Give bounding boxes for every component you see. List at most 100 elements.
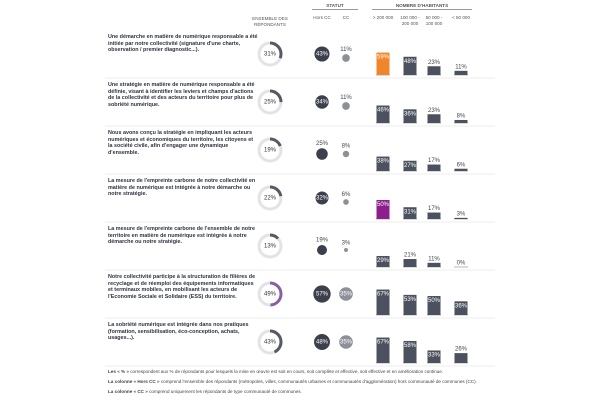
band-header: 100 000 - 200 000 — [400, 15, 420, 26]
bar — [376, 105, 390, 123]
row-label: Une stratégie en matière de numérique re… — [108, 82, 255, 108]
ring-label: 25% — [264, 100, 277, 106]
statut-label: 35% — [340, 340, 353, 346]
statut-circle — [342, 102, 350, 110]
statut-circle — [314, 46, 330, 62]
footnote: Les « % » correspondent aux % de réponda… — [108, 369, 508, 375]
bar-label: 36% — [455, 303, 468, 309]
footnote-text: comprend l'ensemble des répondants (métr… — [159, 379, 477, 384]
row-label: La mesure de l'empreinte carbone de l'en… — [108, 226, 255, 246]
bar — [376, 255, 390, 267]
bar — [403, 207, 417, 219]
bar — [427, 212, 441, 219]
bar-label: 17% — [428, 158, 441, 164]
band-header: 50 000 - 100 000 — [425, 15, 443, 26]
statut-header: STATUT — [312, 3, 358, 10]
statut-circle — [315, 191, 329, 205]
bar-label: 0% — [457, 261, 466, 267]
bar-label: 53% — [404, 297, 417, 303]
ring-label: 31% — [264, 52, 277, 58]
ring-arc — [257, 41, 283, 67]
row-label: Une démarche en matière de numérique res… — [108, 34, 258, 54]
bar — [427, 262, 441, 267]
ring-arc — [257, 233, 283, 259]
bar-label: 58% — [404, 343, 417, 349]
statut-circle — [339, 287, 353, 301]
footnote: La colonne « Hors CC » comprend l'ensemb… — [108, 379, 508, 385]
statut-label: 11% — [340, 95, 352, 101]
statut-label: 25% — [316, 141, 329, 147]
row-label: Notre collectivité participe à la struct… — [108, 274, 256, 300]
bar — [427, 66, 441, 75]
footnote-lead: La colonne « Hors CC » — [108, 379, 160, 384]
bar — [427, 114, 441, 123]
ring-arc — [257, 281, 283, 307]
bar — [454, 70, 468, 75]
ring-label: 49% — [264, 292, 277, 298]
ring-label: 13% — [264, 244, 277, 250]
footnote: La colonne « CC » comprend uniquement le… — [108, 389, 508, 395]
statut-circle — [339, 335, 353, 349]
statut-label: 34% — [316, 100, 329, 106]
bar-label: 46% — [377, 108, 390, 114]
ring-label: 19% — [264, 148, 277, 154]
ensemble-header: ENSEMBLE DES RÉPONDANTS — [252, 16, 288, 27]
statut-label: 8% — [342, 143, 351, 149]
ring-arc — [257, 89, 283, 115]
footnote-text: comprend uniquement les répondants de ty… — [147, 389, 302, 394]
statut-circle — [313, 285, 331, 303]
bar-label: 50% — [377, 202, 390, 208]
bar-label: 48% — [404, 59, 417, 65]
bar — [427, 296, 441, 315]
statut-label: 43% — [316, 52, 329, 58]
bar-label: 3% — [457, 211, 466, 217]
bar — [376, 200, 390, 219]
bar-label: 31% — [404, 209, 417, 215]
band-header: < 50 000 — [451, 15, 470, 20]
statut-label: 6% — [342, 192, 351, 198]
bar-label: 23% — [428, 60, 441, 66]
statut-circle — [315, 95, 329, 109]
bar-label: 38% — [377, 159, 390, 165]
statut-circle — [344, 248, 348, 252]
bar — [454, 301, 468, 315]
bar-label: 6% — [457, 162, 466, 168]
bar-label: 23% — [428, 108, 441, 114]
bar-label: 11% — [455, 64, 467, 70]
bar-label: 11% — [428, 256, 440, 262]
statut-circle — [316, 244, 328, 256]
bar-label: 67% — [377, 340, 390, 346]
row-label: Nous avons conçu la stratégie en impliqu… — [108, 130, 253, 156]
bar — [454, 119, 468, 123]
habitants-header: NOMBRE D'HABITANTS — [372, 3, 472, 10]
bar — [454, 217, 468, 219]
statut-label: 32% — [316, 196, 329, 202]
ring-arc — [257, 329, 283, 355]
hors-cc-header: Hors CC — [313, 15, 331, 20]
bar-label: 26% — [455, 347, 468, 353]
ring-arc — [257, 137, 283, 163]
footnote-lead: Les « % » — [108, 369, 129, 374]
statut-circle — [342, 54, 350, 62]
statut-label: 48% — [316, 340, 329, 346]
band-header: > 200 000 — [372, 15, 394, 20]
bar — [427, 164, 441, 171]
statut-circle — [314, 334, 330, 350]
bar-label: 59% — [377, 55, 390, 61]
bar — [403, 340, 417, 363]
bar-label: 8% — [457, 114, 466, 120]
statut-circle — [316, 148, 328, 160]
bar — [454, 353, 468, 363]
bar-label: 50% — [428, 298, 441, 304]
bar — [403, 294, 417, 315]
bar-label: 21% — [404, 253, 417, 259]
bar-label: 29% — [377, 258, 390, 264]
bar-label: 33% — [428, 353, 441, 359]
bar-label: 67% — [377, 292, 390, 298]
bar-label: 17% — [428, 206, 441, 212]
bar — [403, 160, 417, 171]
bar — [403, 109, 417, 123]
bar-label: 36% — [404, 111, 417, 117]
